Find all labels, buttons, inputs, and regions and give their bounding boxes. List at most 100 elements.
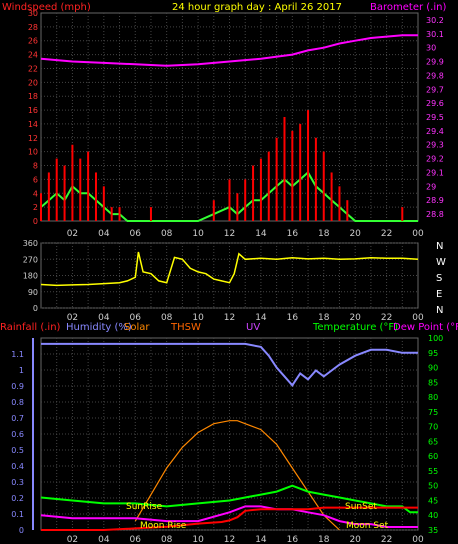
panel3-x-tick-16: 16 [287, 535, 299, 544]
windspeed-axis-label: Windspeed (mph) [2, 2, 91, 13]
barometer-tick-29.1: 29.1 [426, 168, 444, 177]
temperature-tick-50: 50 [428, 482, 438, 491]
rainfall-tick-1.1: 1.1 [11, 350, 24, 359]
barometer-tick-29.3: 29.3 [426, 141, 444, 150]
panel3-x-tick-20: 20 [349, 535, 361, 544]
dewpoint-label: Dew Point (°F) [393, 322, 458, 333]
rainfall-tick-0.4: 0.4 [11, 462, 24, 471]
compass-label-E: E [436, 289, 442, 300]
moonrise-annotation: Moon Rise [140, 521, 187, 531]
barometer-tick-30.2: 30.2 [426, 16, 444, 25]
direction-tick-90: 90 [28, 288, 38, 297]
panel2-x-tick-10: 10 [192, 313, 204, 323]
panel1-x-tick-22: 22 [381, 229, 392, 239]
rainfall-tick-1: 1 [19, 366, 24, 375]
solar-line [134, 420, 340, 531]
rainfall-tick-0.6: 0.6 [11, 430, 24, 439]
temperature-tick-90: 90 [428, 364, 438, 373]
rainfall-tick-0.7: 0.7 [11, 414, 24, 423]
barometer-tick-29.9: 29.9 [426, 58, 444, 67]
rainfall-label: Rainfall (.in) [0, 322, 61, 333]
barometer-line [40, 34, 418, 67]
barometer-tick-29.6: 29.6 [426, 99, 444, 108]
humidity-line [41, 342, 418, 387]
temperature-tick-70: 70 [428, 423, 438, 432]
rainfall-tick-0: 0 [19, 526, 24, 535]
panel2-x-tick-14: 14 [255, 313, 267, 323]
panel3-x-tick-06: 06 [130, 535, 142, 544]
panel2-x-tick-04: 04 [98, 313, 110, 323]
barometer-tick-28.9: 28.9 [426, 196, 444, 205]
rainfall-tick-0.1: 0.1 [11, 510, 24, 519]
direction-tick-180: 180 [23, 272, 38, 281]
compass-label-N: N [436, 241, 443, 252]
temperature-tick-100: 100 [428, 334, 443, 343]
panel3-x-tick-04: 04 [98, 535, 110, 544]
barometer-tick-30.1: 30.1 [426, 30, 444, 39]
windspeed-tick-4: 4 [33, 189, 38, 198]
panel1-x-tick-18: 18 [318, 229, 330, 239]
windspeed-tick-30: 30 [28, 9, 38, 18]
rainfall-tick-0.9: 0.9 [11, 382, 24, 391]
panel3-x-tick-12: 12 [224, 535, 235, 544]
windspeed-tick-8: 8 [33, 162, 38, 171]
temperature-tick-85: 85 [428, 378, 438, 387]
barometer-tick-29.7: 29.7 [426, 85, 444, 94]
panel3-x-tick-02: 02 [67, 535, 78, 544]
rainfall-tick-0.2: 0.2 [11, 494, 24, 503]
windspeed-barometer-chart: Windspeed (mph) 24 hour graph day : Apri… [2, 2, 446, 239]
panel1-x-tick-08: 08 [161, 229, 173, 239]
solar-label: Solar [124, 322, 150, 333]
windspeed-tick-6: 6 [33, 175, 38, 184]
moonset-annotation: Moon Set [346, 521, 389, 531]
windspeed-tick-2: 2 [33, 203, 38, 212]
temperature-label: Temperature (°F) [312, 322, 398, 333]
panel3-x-tick-22: 22 [381, 535, 392, 544]
windspeed-tick-26: 26 [28, 37, 38, 46]
panel2-x-tick-22: 22 [381, 313, 392, 323]
windspeed-tick-24: 24 [28, 51, 38, 60]
compass-label-W: W [436, 257, 446, 268]
wind_direction-line [40, 251, 419, 287]
panel1-x-tick-06: 06 [130, 229, 142, 239]
windspeed-tick-10: 10 [28, 148, 38, 157]
sunrise-annotation: SunRise [126, 502, 163, 512]
direction-tick-270: 270 [23, 255, 38, 264]
windspeed-tick-16: 16 [28, 106, 38, 115]
windspeed-tick-0: 0 [33, 217, 38, 226]
temperature-tick-55: 55 [428, 467, 438, 476]
temperature-line [40, 484, 418, 514]
panel2-x-tick-16: 16 [287, 313, 299, 323]
compass-label-N: N [436, 305, 443, 316]
direction-tick-0: 0 [33, 304, 38, 313]
rainfall-tick-0.8: 0.8 [11, 398, 24, 407]
windspeed-tick-12: 12 [28, 134, 38, 143]
panel2-x-tick-12: 12 [224, 313, 235, 323]
windspeed-tick-20: 20 [28, 78, 38, 87]
uv-label: UV [246, 322, 260, 333]
temperature-tick-65: 65 [428, 437, 438, 446]
panel2-x-tick-02: 02 [67, 313, 78, 323]
panel2-x-tick-20: 20 [349, 313, 361, 323]
panel3-x-tick-08: 08 [161, 535, 173, 544]
humidity-label: Humidity (%) [66, 322, 132, 333]
panel3-x-tick-00: 00 [412, 535, 424, 544]
barometer-tick-29.8: 29.8 [426, 71, 444, 80]
barometer-tick-28.8: 28.8 [426, 210, 444, 219]
barometer-tick-29.4: 29.4 [426, 127, 444, 136]
windspeed-tick-18: 18 [28, 92, 38, 101]
temperature-tick-45: 45 [428, 496, 438, 505]
barometer-tick-30: 30 [426, 44, 436, 53]
barometer-tick-29: 29 [426, 182, 436, 191]
temperature-tick-75: 75 [428, 408, 438, 417]
barometer-tick-29.2: 29.2 [426, 155, 444, 164]
windspeed-tick-28: 28 [28, 23, 38, 32]
temperature-tick-80: 80 [428, 393, 438, 402]
panel3-x-tick-14: 14 [255, 535, 267, 544]
panel2-x-tick-06: 06 [130, 313, 142, 323]
weather-conditions-chart: Rainfall (.in) Humidity (%) Solar THSW U… [0, 322, 458, 544]
chart-title: 24 hour graph day : April 26 2017 [172, 2, 342, 13]
compass-label-S: S [436, 273, 442, 284]
